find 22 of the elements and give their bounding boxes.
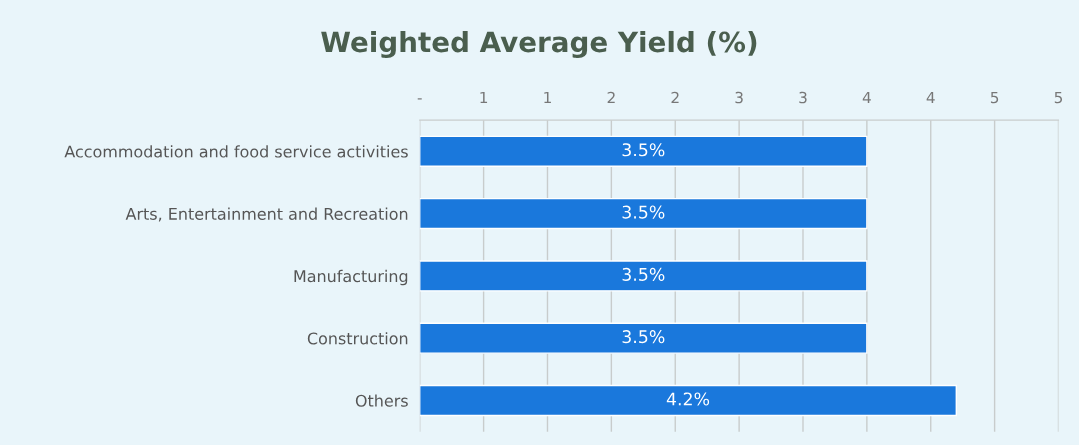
y-tick-label: Construction [307,332,408,345]
y-tick-label: Accommodation and food service activities [64,145,408,158]
data-label: 3.5% [622,143,665,157]
x-tick-label: 2 [671,91,679,104]
y-tick-label: Manufacturing [294,269,408,286]
data-label: 3.5% [622,267,665,281]
x-tick-label: 2 [607,91,615,104]
x-tick-label: 4 [862,91,871,104]
data-label: 4.2% [666,392,710,406]
y-tick-label: Arts, Entertainment and Recreation [125,207,408,222]
data-label: 3.5% [622,330,665,344]
data-label: 3.5% [622,205,665,219]
chart-title: Weighted Average Yield (%) [321,30,757,59]
x-tick-label: 5 [990,91,999,104]
x-tick-label: 5 [1054,91,1063,104]
y-tick-label: Others [355,394,408,407]
x-tick-label: 1 [480,91,488,104]
x-tick-label: 1 [544,91,551,104]
x-tick-label: - [417,98,422,100]
x-tick-label: 4 [926,91,935,104]
x-tick-label: 3 [799,91,807,104]
x-tick-label: 3 [735,91,743,104]
